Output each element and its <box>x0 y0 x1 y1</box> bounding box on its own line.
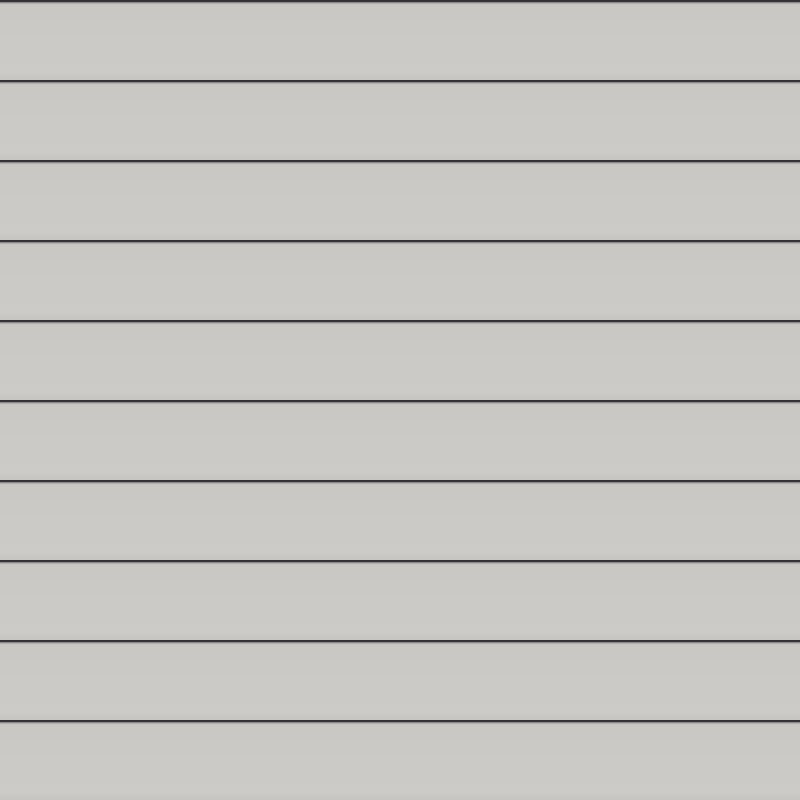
body <box>0 0 800 800</box>
siding-boards <box>0 0 800 800</box>
page: {} html, body { margin: 0; padding: 0; w… <box>0 0 800 800</box>
light-overlay <box>0 0 800 800</box>
siding-image <box>0 0 800 800</box>
